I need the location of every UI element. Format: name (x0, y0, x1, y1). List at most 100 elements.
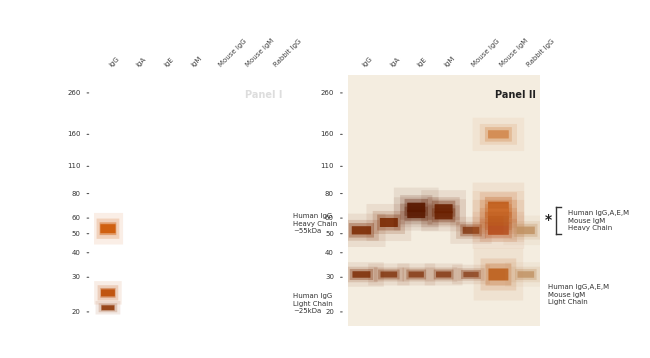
FancyBboxPatch shape (488, 130, 509, 139)
Text: 60: 60 (325, 215, 334, 221)
Text: 20: 20 (72, 309, 81, 315)
FancyBboxPatch shape (485, 204, 512, 224)
FancyBboxPatch shape (488, 226, 509, 235)
FancyBboxPatch shape (101, 289, 115, 296)
Text: 160: 160 (320, 131, 334, 137)
Text: 30: 30 (72, 274, 81, 280)
FancyBboxPatch shape (367, 204, 411, 241)
Text: Human IgG
Light Chain
~25kDa: Human IgG Light Chain ~25kDa (293, 293, 333, 314)
FancyBboxPatch shape (510, 221, 542, 240)
FancyBboxPatch shape (432, 208, 455, 222)
Text: Mouse IgG: Mouse IgG (471, 38, 501, 68)
FancyBboxPatch shape (400, 195, 432, 220)
FancyBboxPatch shape (400, 204, 432, 224)
FancyBboxPatch shape (485, 127, 512, 142)
Text: Mouse IgG: Mouse IgG (218, 38, 248, 68)
Text: 160: 160 (67, 131, 81, 137)
Text: Panel I: Panel I (244, 90, 282, 100)
FancyBboxPatch shape (428, 205, 460, 225)
Text: Rabbit IgG: Rabbit IgG (272, 38, 302, 68)
Text: IgA: IgA (135, 55, 148, 68)
Text: 50: 50 (72, 231, 81, 237)
Text: Rabbit IgG: Rabbit IgG (526, 38, 556, 68)
Text: IgM: IgM (443, 55, 456, 68)
FancyBboxPatch shape (368, 263, 410, 286)
Text: 260: 260 (67, 90, 81, 96)
FancyBboxPatch shape (428, 197, 460, 220)
Text: *: * (545, 213, 552, 227)
Text: IgG: IgG (361, 55, 374, 68)
FancyBboxPatch shape (480, 258, 516, 291)
FancyBboxPatch shape (517, 271, 534, 278)
FancyBboxPatch shape (372, 211, 405, 234)
FancyBboxPatch shape (480, 208, 517, 234)
FancyBboxPatch shape (435, 211, 452, 219)
FancyBboxPatch shape (473, 191, 524, 237)
FancyBboxPatch shape (517, 227, 535, 234)
FancyBboxPatch shape (339, 262, 384, 287)
Text: 60: 60 (72, 215, 81, 221)
FancyBboxPatch shape (485, 197, 512, 218)
Text: IgE: IgE (416, 56, 428, 68)
FancyBboxPatch shape (488, 216, 509, 226)
Text: Human IgG,A,E,M
Mouse IgM
Light Chain: Human IgG,A,E,M Mouse IgM Light Chain (548, 284, 609, 305)
Text: 40: 40 (325, 250, 334, 256)
FancyBboxPatch shape (488, 209, 509, 219)
Text: Human IgG
Heavy Chain
~55kDa: Human IgG Heavy Chain ~55kDa (293, 213, 337, 234)
Text: 110: 110 (67, 163, 81, 169)
FancyBboxPatch shape (436, 271, 451, 277)
FancyBboxPatch shape (101, 305, 115, 311)
FancyBboxPatch shape (450, 217, 491, 244)
FancyBboxPatch shape (380, 218, 398, 227)
FancyBboxPatch shape (480, 192, 517, 223)
FancyBboxPatch shape (480, 200, 517, 228)
FancyBboxPatch shape (404, 207, 428, 221)
FancyBboxPatch shape (473, 118, 524, 151)
Text: 260: 260 (320, 90, 334, 96)
FancyBboxPatch shape (394, 197, 439, 231)
FancyBboxPatch shape (474, 248, 523, 301)
Text: 30: 30 (325, 274, 334, 280)
Text: 40: 40 (72, 250, 81, 256)
FancyBboxPatch shape (424, 263, 463, 286)
FancyBboxPatch shape (96, 301, 120, 315)
FancyBboxPatch shape (432, 201, 455, 217)
FancyBboxPatch shape (485, 222, 512, 238)
FancyBboxPatch shape (463, 272, 478, 277)
FancyBboxPatch shape (511, 267, 541, 282)
FancyBboxPatch shape (421, 199, 466, 231)
FancyBboxPatch shape (97, 218, 120, 239)
Text: Mouse IgM: Mouse IgM (499, 37, 529, 68)
FancyBboxPatch shape (488, 268, 508, 281)
Text: Human IgG,A,E,M
Mouse IgM
Heavy Chain: Human IgG,A,E,M Mouse IgM Heavy Chain (569, 210, 630, 231)
Text: IgE: IgE (162, 56, 175, 68)
FancyBboxPatch shape (350, 269, 373, 280)
FancyBboxPatch shape (100, 288, 116, 298)
FancyBboxPatch shape (430, 267, 458, 281)
FancyBboxPatch shape (402, 267, 430, 281)
FancyBboxPatch shape (99, 222, 116, 235)
FancyBboxPatch shape (337, 214, 385, 247)
Text: IgA: IgA (389, 55, 401, 68)
FancyBboxPatch shape (397, 263, 435, 286)
FancyBboxPatch shape (407, 210, 425, 218)
Text: 110: 110 (320, 163, 334, 169)
FancyBboxPatch shape (505, 262, 547, 287)
FancyBboxPatch shape (504, 216, 548, 245)
FancyBboxPatch shape (380, 271, 397, 277)
FancyBboxPatch shape (458, 268, 485, 281)
Text: Panel II: Panel II (495, 90, 536, 100)
FancyBboxPatch shape (377, 214, 400, 231)
FancyBboxPatch shape (515, 269, 537, 280)
FancyBboxPatch shape (486, 263, 512, 286)
FancyBboxPatch shape (349, 223, 374, 238)
FancyBboxPatch shape (461, 270, 481, 279)
FancyBboxPatch shape (409, 271, 424, 277)
FancyBboxPatch shape (378, 270, 400, 280)
FancyBboxPatch shape (407, 203, 425, 212)
FancyBboxPatch shape (488, 202, 509, 213)
Text: 20: 20 (325, 309, 334, 315)
FancyBboxPatch shape (452, 265, 490, 284)
Text: 80: 80 (72, 190, 81, 197)
FancyBboxPatch shape (93, 213, 123, 245)
